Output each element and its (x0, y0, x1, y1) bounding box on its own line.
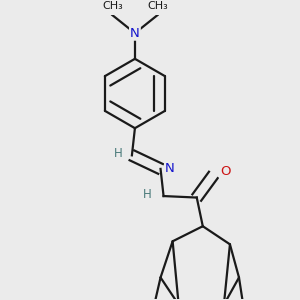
Text: CH₃: CH₃ (147, 1, 168, 10)
Text: N: N (165, 162, 175, 176)
Text: H: H (114, 147, 123, 160)
Text: N: N (130, 27, 140, 40)
Text: O: O (220, 165, 230, 178)
Text: CH₃: CH₃ (102, 1, 123, 10)
Text: H: H (143, 188, 152, 201)
